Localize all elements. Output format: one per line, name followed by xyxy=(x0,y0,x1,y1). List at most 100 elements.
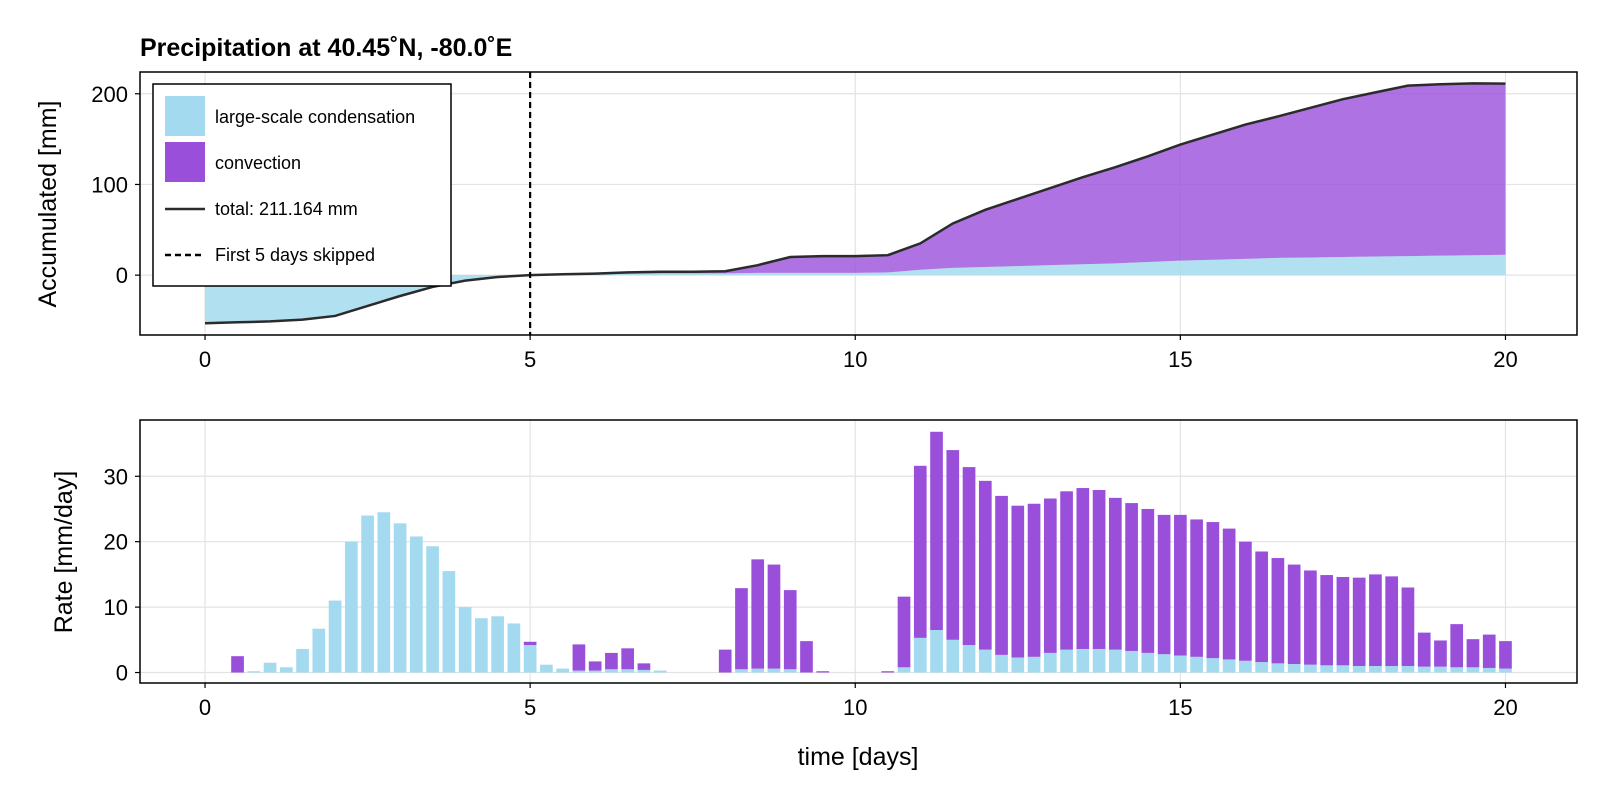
bar-convection xyxy=(1255,551,1268,663)
bar-convection xyxy=(1352,577,1366,666)
bar-large-scale xyxy=(735,669,748,673)
bar-large-scale xyxy=(1076,648,1090,673)
bar-convection xyxy=(783,590,797,670)
bar-convection xyxy=(1450,624,1464,668)
bar-convection xyxy=(1271,558,1285,664)
legend-label-large-scale: large-scale condensation xyxy=(215,107,415,127)
bar-convection xyxy=(751,559,765,669)
bar-convection xyxy=(621,648,635,670)
bar-convection xyxy=(1222,528,1236,660)
bar-convection xyxy=(1385,576,1399,666)
bar-large-scale xyxy=(1190,656,1203,673)
bar-convection xyxy=(1434,640,1447,667)
bar-large-scale xyxy=(1255,662,1268,673)
bar-large-scale xyxy=(507,623,521,673)
bar-convection xyxy=(1369,574,1382,666)
bar-large-scale xyxy=(1499,668,1512,673)
bar-large-scale xyxy=(1304,664,1317,673)
y-tick-label: 200 xyxy=(91,82,128,107)
bar-large-scale xyxy=(296,648,309,673)
bar-large-scale xyxy=(1141,652,1155,673)
y-tick-label: 0 xyxy=(116,661,128,686)
rate-y-ticks: 0 10 20 30 xyxy=(104,464,140,686)
bar-large-scale xyxy=(1401,665,1415,673)
x-tick-label: 20 xyxy=(1493,695,1517,720)
bar-large-scale xyxy=(751,668,765,673)
bar-large-scale xyxy=(328,600,342,673)
bar-large-scale xyxy=(361,515,374,673)
bar-large-scale xyxy=(1060,649,1073,673)
bar-large-scale xyxy=(1239,660,1252,673)
bar-convection xyxy=(767,564,781,669)
bar-large-scale xyxy=(279,667,293,673)
bar-large-scale xyxy=(312,628,326,673)
bar-large-scale xyxy=(1466,667,1480,673)
bar-large-scale xyxy=(393,523,407,673)
bar-convection xyxy=(572,644,586,671)
bar-large-scale xyxy=(344,541,358,673)
bar-convection xyxy=(1401,587,1415,666)
bar-convection xyxy=(913,465,927,638)
rate-bars xyxy=(231,431,1512,673)
bar-convection xyxy=(1027,503,1041,657)
legend-label-skip: First 5 days skipped xyxy=(215,245,375,265)
bar-large-scale xyxy=(426,546,439,673)
bar-large-scale xyxy=(410,536,423,673)
bar-convection xyxy=(1320,575,1334,666)
bar-large-scale xyxy=(1482,667,1496,673)
bar-large-scale xyxy=(1011,657,1025,673)
bar-convection xyxy=(1092,490,1106,649)
bar-convection xyxy=(718,649,732,673)
bar-large-scale xyxy=(1336,665,1350,673)
bar-large-scale xyxy=(946,639,960,673)
bar-convection xyxy=(1239,541,1252,661)
bar-convection xyxy=(1206,522,1220,659)
bar-convection xyxy=(1141,508,1155,653)
chart-title: Precipitation at 40.45˚N, -80.0˚E xyxy=(140,34,512,62)
legend-label-convection: convection xyxy=(215,153,301,173)
accumulated-x-ticks: 0 5 10 15 20 xyxy=(199,335,1518,372)
bar-convection xyxy=(1108,497,1122,650)
bar-convection xyxy=(1336,577,1350,666)
accumulated-y-ticks: 0 100 200 xyxy=(91,82,140,288)
bar-large-scale xyxy=(995,654,1008,673)
area-large-scale-condensation xyxy=(205,254,1506,324)
y-tick-label: 100 xyxy=(91,172,128,197)
bar-large-scale xyxy=(491,616,504,673)
bar-large-scale xyxy=(572,670,586,673)
rate-y-label: Rate [mm/day] xyxy=(50,471,78,634)
y-tick-label: 10 xyxy=(104,595,128,620)
bar-large-scale xyxy=(1125,650,1138,673)
accumulated-y-label: Accumulated [mm] xyxy=(34,100,62,307)
bar-large-scale xyxy=(1417,666,1431,673)
bar-large-scale xyxy=(588,670,602,673)
x-tick-label: 10 xyxy=(843,695,867,720)
x-tick-label: 0 xyxy=(199,347,211,372)
bar-large-scale xyxy=(1174,655,1187,673)
bar-large-scale xyxy=(377,512,391,673)
accumulated-total-line xyxy=(204,82,1506,325)
bar-convection xyxy=(816,671,830,673)
bar-large-scale xyxy=(1092,648,1106,673)
accumulated-frame xyxy=(139,71,1578,336)
legend-swatch-large-scale xyxy=(165,96,205,136)
bar-large-scale xyxy=(605,669,618,673)
accumulated-areas xyxy=(205,83,1506,324)
bar-large-scale xyxy=(897,667,911,673)
bar-convection xyxy=(800,641,813,673)
rate-panel: 0 5 10 15 20 0 10 20 30 Rate [mm/day] time [day… xyxy=(50,419,1578,771)
bar-large-scale xyxy=(540,664,553,673)
bar-large-scale xyxy=(556,668,569,673)
bar-convection xyxy=(930,431,943,631)
bar-large-scale xyxy=(458,607,472,673)
bar-large-scale xyxy=(1271,663,1285,673)
bar-convection xyxy=(1304,570,1317,665)
y-tick-label: 30 xyxy=(104,464,128,489)
y-tick-label: 0 xyxy=(116,263,128,288)
rate-frame xyxy=(139,419,1578,684)
accumulated-panel: 0 5 10 15 20 0 100 200 Precipitation at 40.45˚… xyxy=(34,34,1578,372)
bar-convection xyxy=(1060,491,1073,650)
bar-convection xyxy=(1125,503,1138,651)
x-tick-label: 5 xyxy=(524,695,536,720)
